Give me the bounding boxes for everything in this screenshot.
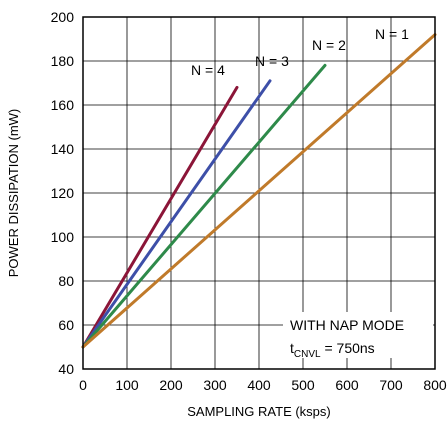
y-tick-label: 140 <box>51 141 75 157</box>
y-tick-label: 40 <box>58 361 74 377</box>
annotation-t: t <box>290 340 294 356</box>
y-tick-label: 180 <box>51 53 75 69</box>
series-line-n3 <box>81 79 272 349</box>
series-label-n3: N = 3 <box>255 53 289 69</box>
y-tick-label: 80 <box>58 273 74 289</box>
y-tick-labels: 40 60 80 100 120 140 160 180 200 <box>51 9 75 377</box>
annotation-line-1: WITH NAP MODE <box>290 317 404 333</box>
series-label-n2: N = 2 <box>312 37 346 53</box>
y-tick-label: 100 <box>51 229 75 245</box>
x-tick-label: 700 <box>379 377 403 393</box>
plot-frame <box>82 16 436 370</box>
y-tick-label: 60 <box>58 317 74 333</box>
x-axis-title: SAMPLING RATE (ksps) <box>187 404 331 419</box>
series-lines <box>81 33 437 349</box>
annotation-line-2: tCNVL = 750ns <box>290 340 375 360</box>
series-label-n4: N = 4 <box>191 62 225 78</box>
y-tick-label: 120 <box>51 185 75 201</box>
x-tick-labels: 0 100 200 300 400 500 600 700 800 <box>79 377 447 393</box>
x-tick-label: 800 <box>423 377 447 393</box>
series-label-n1: N = 1 <box>375 26 409 42</box>
annotation-background <box>283 312 433 358</box>
annotation-box: WITH NAP MODE tCNVL = 750ns <box>283 312 433 360</box>
x-tick-label: 500 <box>291 377 315 393</box>
series-labels: N = 4 N = 3 N = 2 N = 1 <box>191 26 409 78</box>
y-tick-label: 160 <box>51 97 75 113</box>
annotation-subscript: CNVL <box>294 349 321 360</box>
y-axis-title: POWER DISSIPATION (mW) <box>6 109 21 278</box>
x-tick-label: 600 <box>335 377 359 393</box>
annotation-rest: = 750ns <box>321 340 375 356</box>
x-tick-label: 200 <box>159 377 183 393</box>
series-line-n2 <box>81 63 327 349</box>
series-line-n1 <box>81 33 437 349</box>
series-line-n4 <box>81 85 239 349</box>
x-tick-label: 400 <box>247 377 271 393</box>
x-tick-label: 300 <box>203 377 227 393</box>
x-tick-label: 0 <box>79 377 87 393</box>
x-tick-label: 100 <box>115 377 139 393</box>
y-tick-label: 200 <box>51 9 75 25</box>
